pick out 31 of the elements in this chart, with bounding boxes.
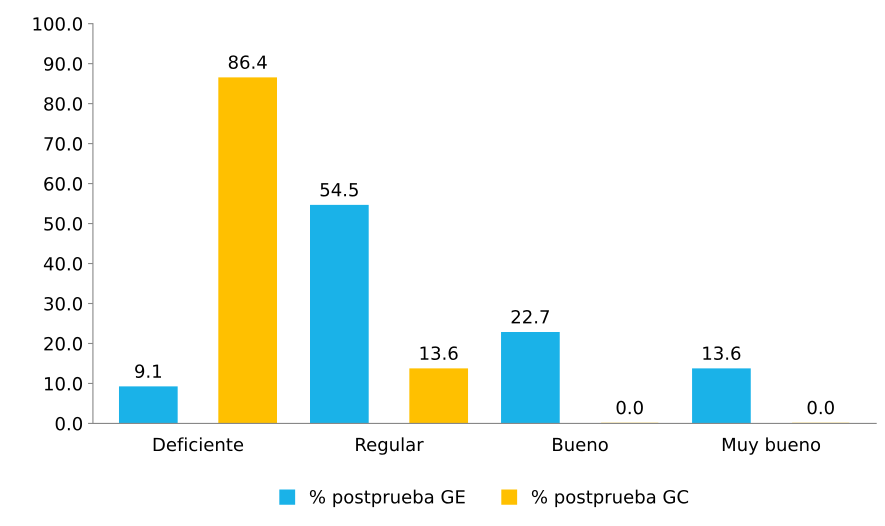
- data-label: 9.1: [135, 364, 162, 378]
- y-tick-label: 30.0: [44, 296, 82, 311]
- data-label: 54.5: [320, 183, 358, 197]
- bar: [692, 368, 751, 424]
- legend-label: % postprueba GC: [532, 490, 688, 508]
- data-label: 13.6: [703, 346, 740, 360]
- legend-label: % postprueba GE: [310, 490, 465, 508]
- y-tick-label: 20.0: [44, 336, 82, 351]
- bar: [118, 386, 178, 424]
- y-tick-label: 90.0: [44, 57, 82, 71]
- bar: [409, 368, 468, 424]
- x-tick-label: Bueno: [553, 438, 608, 452]
- y-tick-label: 100.0: [33, 17, 82, 31]
- y-tick-label: 40.0: [44, 256, 82, 271]
- y-tick-label: 0.0: [56, 416, 82, 431]
- x-tick-label: Regular: [356, 437, 424, 455]
- y-tick-label: 70.0: [44, 137, 82, 151]
- bar: [310, 204, 369, 424]
- y-tick-label: 60.0: [44, 177, 82, 191]
- data-label: 13.6: [420, 346, 458, 360]
- data-label: 86.4: [228, 55, 267, 69]
- data-label: 0.0: [616, 400, 643, 414]
- bar: [501, 332, 560, 424]
- bar: [218, 77, 278, 424]
- data-label: 0.0: [808, 400, 834, 414]
- x-tick-label: Muy bueno: [722, 437, 820, 455]
- data-label: 22.7: [512, 310, 549, 324]
- y-tick-label: 80.0: [44, 97, 82, 111]
- y-tick-label: 50.0: [44, 217, 82, 231]
- x-tick-label: Deficiente: [154, 437, 244, 452]
- y-tick-label: 10.0: [44, 376, 82, 391]
